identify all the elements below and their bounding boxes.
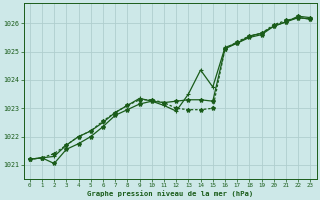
- X-axis label: Graphe pression niveau de la mer (hPa): Graphe pression niveau de la mer (hPa): [87, 190, 253, 197]
